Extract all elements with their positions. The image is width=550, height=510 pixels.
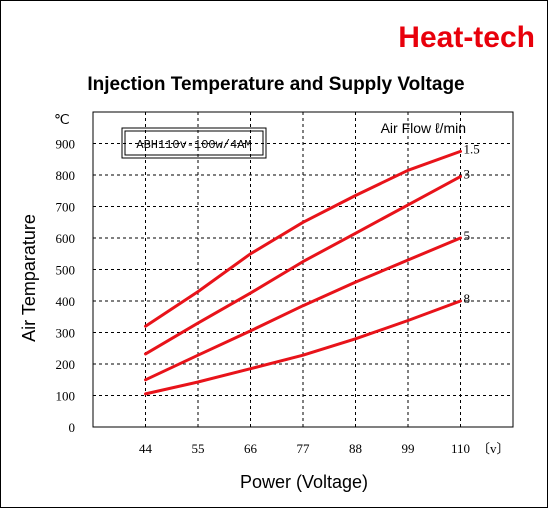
x-unit: 〔v〕 bbox=[477, 441, 510, 456]
series-labels: 1.5 3 5 8 bbox=[464, 141, 480, 306]
x-tick-label: 88 bbox=[349, 441, 362, 456]
y-tick-label: 100 bbox=[56, 389, 76, 404]
x-tick-label: 77 bbox=[297, 441, 311, 456]
series-line bbox=[144, 175, 462, 356]
y-axis-label: Air Temparature bbox=[19, 214, 39, 342]
y-tick-label: 0 bbox=[69, 420, 76, 435]
series-line bbox=[144, 299, 462, 396]
y-tick-label: 300 bbox=[56, 326, 76, 341]
y-tick-label: 200 bbox=[56, 357, 76, 372]
x-axis-label: Power (Voltage) bbox=[240, 472, 368, 492]
series-line bbox=[144, 149, 462, 328]
y-tick-label: 900 bbox=[56, 137, 76, 152]
series-label: 5 bbox=[464, 228, 471, 243]
y-tick-label: 600 bbox=[56, 231, 76, 246]
model-label: ABH110v-100w/4AM bbox=[136, 138, 251, 152]
y-tick-label: 400 bbox=[56, 294, 76, 309]
series-label: 1.5 bbox=[464, 141, 480, 156]
x-tick-label: 66 bbox=[244, 441, 258, 456]
legend-title: Air Flow ℓ/min bbox=[381, 120, 466, 136]
x-tick-labels: 44 55 66 77 88 99 110 bbox=[139, 441, 470, 456]
plot-border bbox=[92, 111, 514, 428]
y-tick-label: 800 bbox=[56, 168, 76, 183]
brand-logo: Heat-tech bbox=[398, 21, 535, 54]
x-tick-label: 110 bbox=[451, 441, 470, 456]
chart-title: Injection Temperature and Supply Voltage bbox=[87, 74, 464, 95]
x-tick-label: 99 bbox=[402, 441, 415, 456]
x-tick-label: 44 bbox=[139, 441, 153, 456]
series-line bbox=[144, 236, 462, 382]
y-unit: ℃ bbox=[54, 111, 70, 127]
y-tick-label: 500 bbox=[56, 263, 76, 278]
series-lines bbox=[144, 149, 462, 396]
series-label: 3 bbox=[464, 167, 471, 182]
y-tick-label: 700 bbox=[56, 200, 76, 215]
x-tick-label: 55 bbox=[192, 441, 205, 456]
y-tick-labels: 0 100 200 300 400 500 600 700 800 900 bbox=[56, 137, 76, 436]
grid bbox=[93, 112, 513, 427]
series-label: 8 bbox=[464, 291, 471, 306]
